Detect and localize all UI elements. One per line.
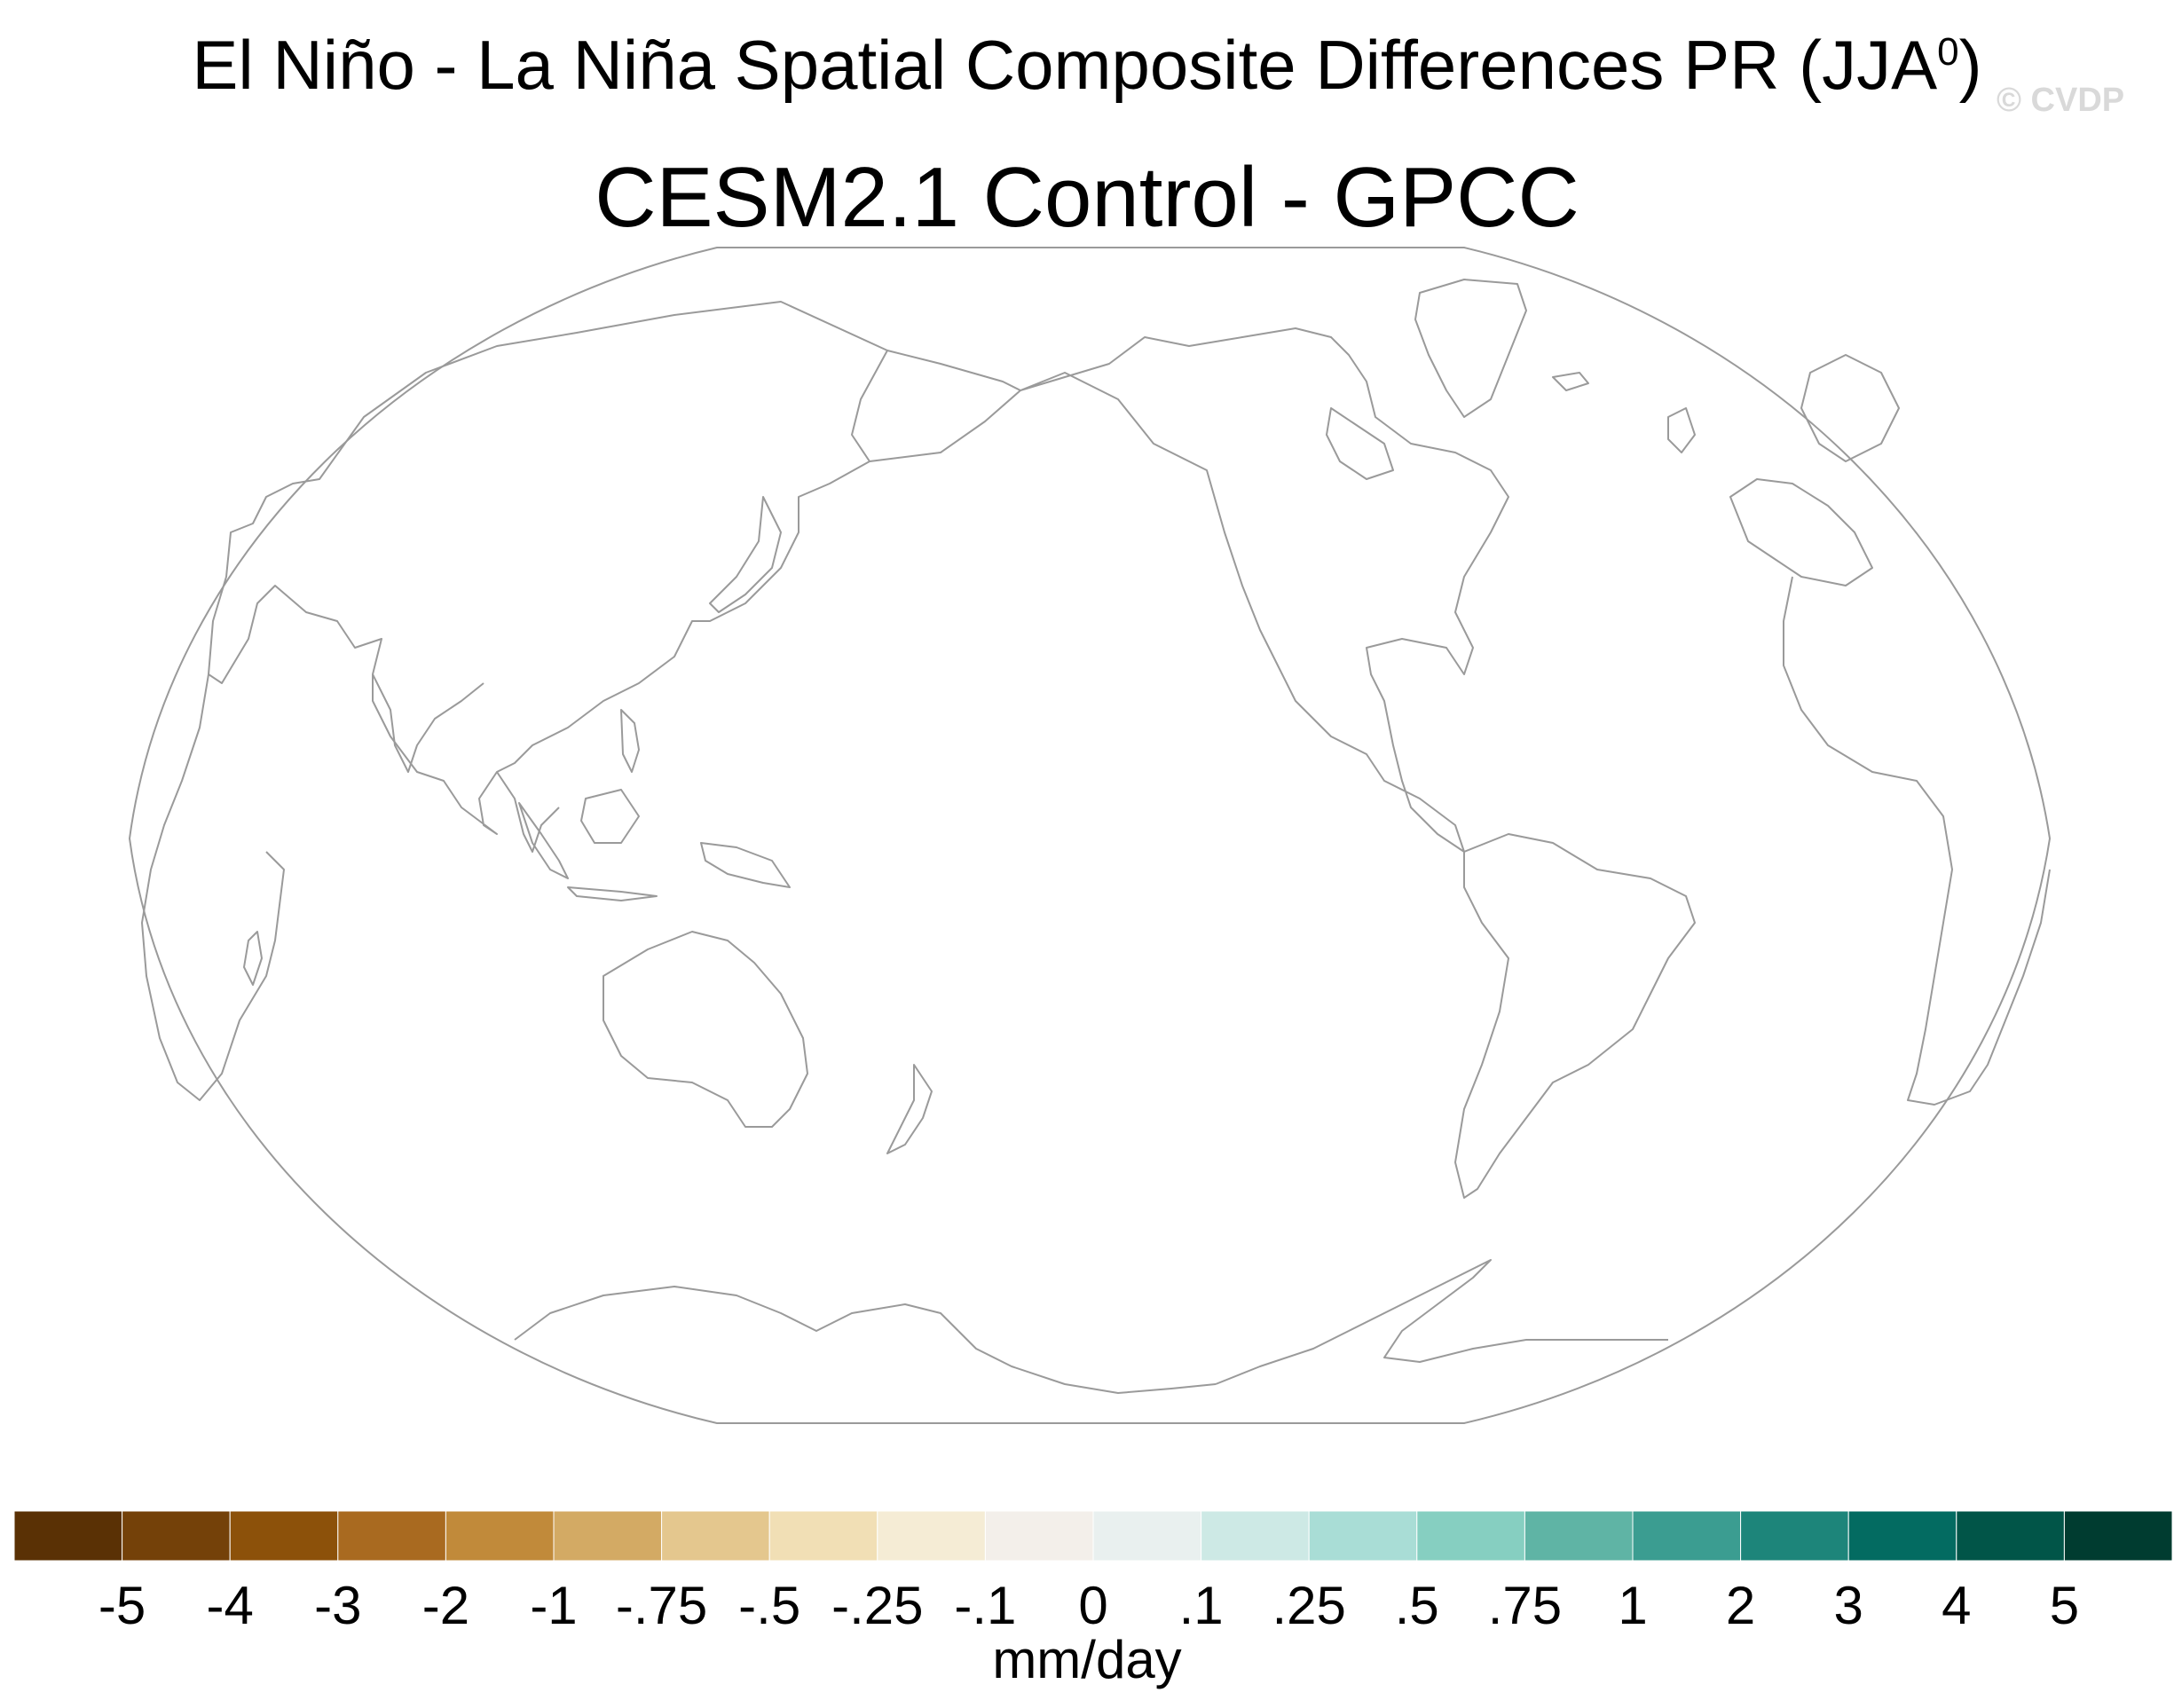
colorbar-tick-label-0: -5 xyxy=(98,1576,146,1633)
world-map xyxy=(128,247,2052,1424)
colorbar-swatch-4 xyxy=(445,1510,555,1562)
coastline-iceland xyxy=(1552,372,1589,391)
chart-title-text: El Niño - La Niña Spatial Composite Diff… xyxy=(192,26,1938,104)
coastline-india xyxy=(372,673,484,773)
coastline-new-guinea xyxy=(700,842,791,888)
coastline-eurasia xyxy=(208,301,1021,835)
coastline-kamchatka xyxy=(851,350,888,462)
colorbar-swatch-12 xyxy=(1308,1510,1418,1562)
colorbar-swatch-6 xyxy=(661,1510,770,1562)
colorbar-swatch-11 xyxy=(1201,1510,1310,1562)
colorbar-tick-label-1: -4 xyxy=(207,1576,254,1633)
chart-title-superscript: 0 xyxy=(1937,30,1959,74)
coastline-new-zealand xyxy=(886,1064,933,1154)
coastline-antarctica-east xyxy=(1215,1259,1668,1385)
colorbar-tick-label-7: -.25 xyxy=(831,1576,923,1633)
coastline-antarctica-west xyxy=(514,1286,959,1341)
chart-title: El Niño - La Niña Spatial Composite Diff… xyxy=(0,25,2174,106)
coastline-java xyxy=(567,886,658,901)
coastline-philippines xyxy=(620,709,640,773)
coastline-australia xyxy=(603,931,808,1128)
colorbar-tick-label-2: -3 xyxy=(314,1576,361,1633)
colorbar-swatch-2 xyxy=(229,1510,339,1562)
colorbar-swatch-3 xyxy=(337,1510,446,1562)
coastline-south-america xyxy=(1454,833,1696,1199)
colorbar-swatches xyxy=(13,1510,2173,1562)
colorbar-tick-label-3: -2 xyxy=(422,1576,469,1633)
colorbar-swatch-14 xyxy=(1524,1510,1634,1562)
coastline-africa-west xyxy=(1783,576,2051,1106)
coastline-scandinavia xyxy=(1800,354,1900,462)
colorbar-swatch-7 xyxy=(768,1510,878,1562)
colorbar-swatch-17 xyxy=(1847,1510,1957,1562)
colorbar-swatch-9 xyxy=(984,1510,1094,1562)
coastline-sumatra xyxy=(518,802,569,879)
colorbar-tick-label-11: .25 xyxy=(1272,1576,1345,1633)
colorbar-swatch-1 xyxy=(122,1510,231,1562)
coastline-borneo xyxy=(580,789,640,844)
colorbar-tick-label-14: 1 xyxy=(1618,1576,1647,1633)
colorbar-swatch-18 xyxy=(1956,1510,2065,1562)
coastlines xyxy=(141,279,2051,1394)
chart-title-close: ) xyxy=(1958,26,1982,104)
colorbar-tick-label-4: -1 xyxy=(530,1576,577,1633)
coastline-greenland xyxy=(1414,279,1527,418)
coastline-british-isles xyxy=(1667,407,1696,453)
colorbar-tick-label-8: -.1 xyxy=(954,1576,1016,1633)
colorbar-units-label: mm/day xyxy=(992,1630,1182,1689)
colorbar-swatch-19 xyxy=(2063,1510,2173,1562)
coastline-hudson-bay xyxy=(1326,407,1394,480)
colorbar-tick-label-17: 4 xyxy=(1942,1576,1971,1633)
colorbar: -5 -4 -3 -2 -1 -.75 -.5 -.25 -.1 0 .1 .25 .5 .75 1 2 3 4 5 xyxy=(13,1510,2173,1633)
colorbar-tick-label-10: .1 xyxy=(1179,1576,1224,1633)
watermark: © CVDP xyxy=(1997,82,2125,119)
colorbar-tick-label-12: .5 xyxy=(1395,1576,1439,1633)
colorbar-swatch-8 xyxy=(877,1510,986,1562)
coastline-japan xyxy=(709,496,782,613)
colorbar-labels: -5 -4 -3 -2 -1 -.75 -.5 -.25 -.1 0 .1 .25 .5 .75 1 2 3 4 5 xyxy=(98,1576,2079,1633)
coastline-africa xyxy=(141,673,285,1101)
colorbar-tick-label-6: -.5 xyxy=(738,1576,800,1633)
colorbar-tick-label-16: 3 xyxy=(1834,1576,1863,1633)
chart-subtitle: CESM2.1 Control - GPCC xyxy=(595,150,1579,245)
coastline-antarctica-central xyxy=(957,1330,1217,1394)
colorbar-swatch-16 xyxy=(1740,1510,1849,1562)
colorbar-swatch-13 xyxy=(1416,1510,1525,1562)
coastline-north-america xyxy=(1020,327,1509,853)
colorbar-tick-label-5: -.75 xyxy=(616,1576,707,1633)
colorbar-tick-label-15: 2 xyxy=(1726,1576,1755,1633)
coastline-southeast-asia xyxy=(496,771,560,853)
colorbar-tick-label-9: 0 xyxy=(1078,1576,1107,1633)
colorbar-swatch-15 xyxy=(1632,1510,1742,1562)
coastline-madagascar xyxy=(243,931,263,986)
colorbar-swatch-5 xyxy=(553,1510,663,1562)
coastline-europe-west xyxy=(1729,478,1873,586)
colorbar-swatch-0 xyxy=(13,1510,123,1562)
colorbar-tick-label-13: .75 xyxy=(1488,1576,1562,1633)
colorbar-tick-label-18: 5 xyxy=(2050,1576,2079,1633)
colorbar-swatch-10 xyxy=(1092,1510,1202,1562)
